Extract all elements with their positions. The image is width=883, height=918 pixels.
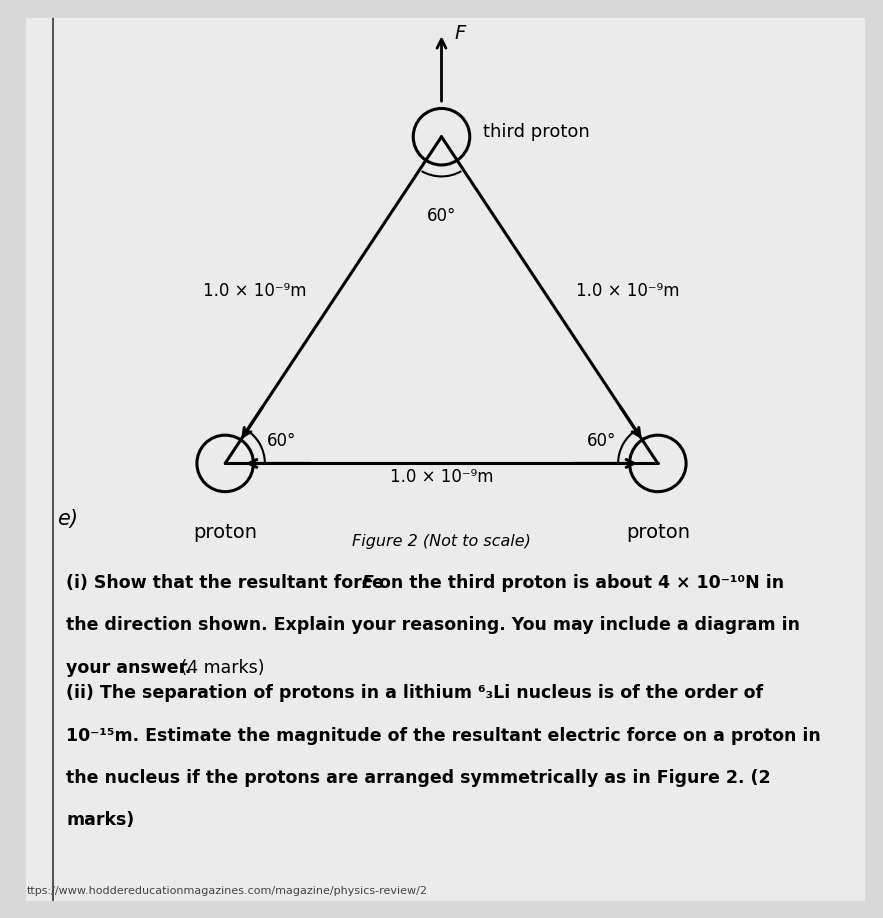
Text: e): e): [57, 509, 79, 530]
Text: marks): marks): [66, 812, 134, 829]
Text: (i) Show that the resultant force: (i) Show that the resultant force: [66, 574, 390, 592]
Text: on the third proton is about 4 × 10⁻¹⁰N in: on the third proton is about 4 × 10⁻¹⁰N …: [373, 574, 784, 592]
Text: 1.0 × 10⁻⁹m: 1.0 × 10⁻⁹m: [203, 282, 307, 300]
Text: 1.0 × 10⁻⁹m: 1.0 × 10⁻⁹m: [577, 282, 680, 300]
Text: 10⁻¹⁵m. Estimate the magnitude of the resultant electric force on a proton in: 10⁻¹⁵m. Estimate the magnitude of the re…: [66, 726, 821, 744]
Text: F: F: [362, 574, 374, 592]
Text: (4 marks): (4 marks): [175, 658, 264, 677]
Text: proton: proton: [193, 522, 257, 542]
Text: 60°: 60°: [267, 432, 296, 450]
Text: 60°: 60°: [587, 432, 616, 450]
Text: 1.0 × 10⁻⁹m: 1.0 × 10⁻⁹m: [389, 468, 494, 486]
Text: third proton: third proton: [483, 123, 590, 141]
Text: the nucleus if the protons are arranged symmetrically as in Figure 2. (2: the nucleus if the protons are arranged …: [66, 769, 771, 787]
Text: (ii) The separation of protons in a lithium ⁶₃Li nucleus is of the order of: (ii) The separation of protons in a lith…: [66, 684, 763, 702]
Text: F: F: [455, 24, 466, 43]
Text: ttps://www.hoddereducationmagazines.com/magazine/physics-review/2: ttps://www.hoddereducationmagazines.com/…: [26, 886, 427, 896]
Text: the direction shown. Explain your reasoning. You may include a diagram in: the direction shown. Explain your reason…: [66, 616, 800, 634]
Text: Figure 2 (Not to scale): Figure 2 (Not to scale): [352, 534, 531, 549]
Text: 60°: 60°: [426, 207, 457, 225]
Text: proton: proton: [626, 522, 690, 542]
Text: your answer.: your answer.: [66, 658, 192, 677]
